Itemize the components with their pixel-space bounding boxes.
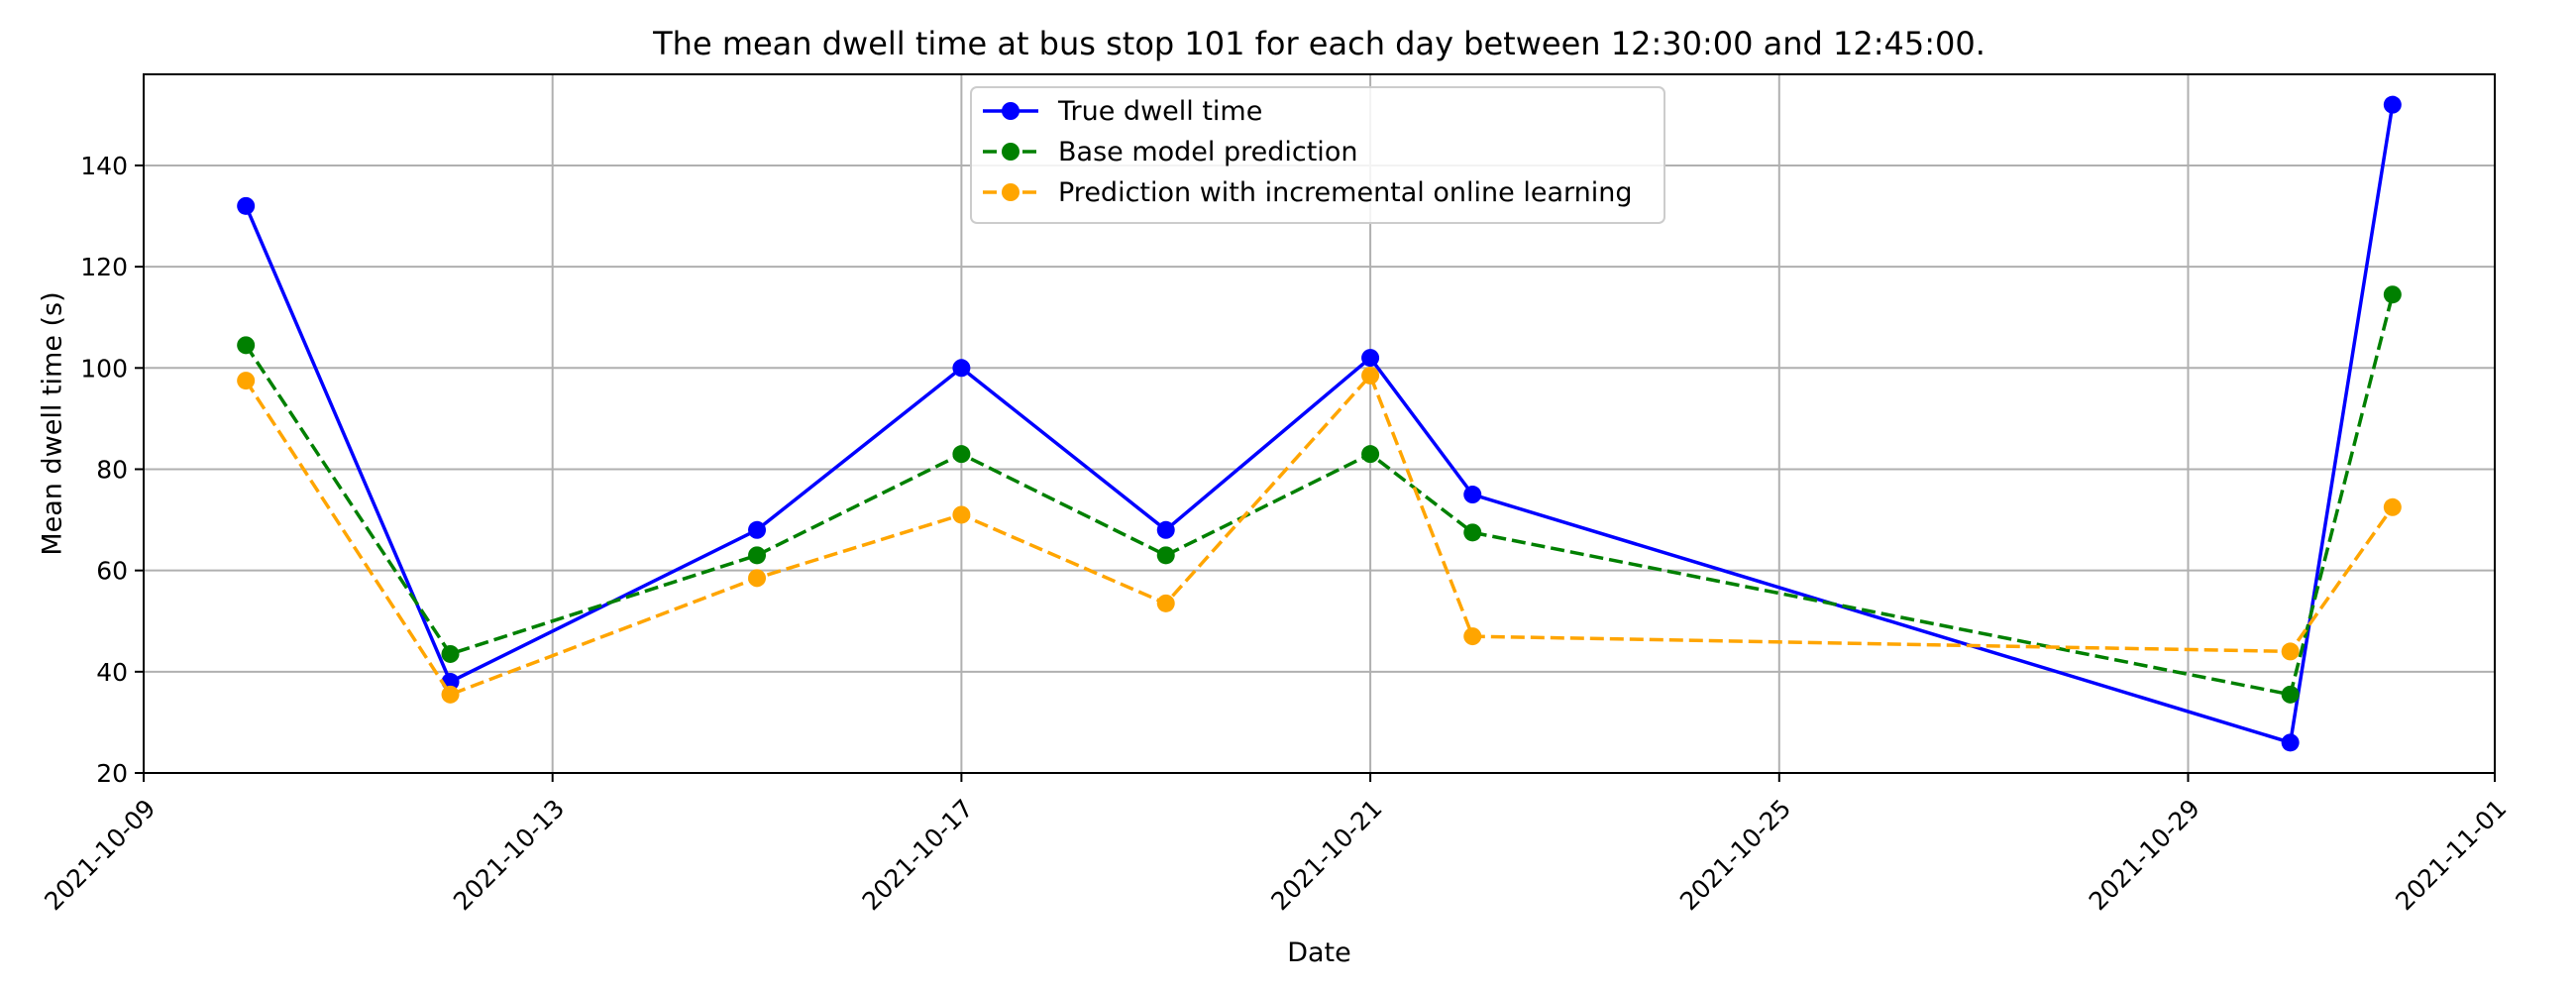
data-point	[1361, 445, 1380, 464]
y-tick-label: 140	[80, 152, 128, 180]
data-point	[2281, 642, 2300, 661]
series-1	[237, 95, 2402, 752]
data-point	[237, 372, 256, 390]
legend-marker	[1002, 143, 1020, 161]
data-point	[1463, 627, 1482, 646]
data-point	[2281, 733, 2300, 752]
series-2	[237, 285, 2402, 704]
series-3	[237, 366, 2402, 704]
legend-entry: True dwell time	[983, 96, 1262, 127]
y-tick-label: 20	[96, 759, 128, 788]
data-point	[748, 569, 767, 588]
data-point	[952, 359, 971, 378]
data-point	[237, 196, 256, 215]
data-point	[2383, 497, 2402, 516]
data-point	[748, 520, 767, 539]
data-point	[1156, 546, 1175, 565]
data-point	[441, 644, 460, 663]
y-axis-title: Mean dwell time (s)	[37, 291, 67, 555]
data-point	[1463, 523, 1482, 542]
series-line	[244, 293, 2395, 697]
data-point	[1361, 349, 1380, 368]
data-point	[237, 336, 256, 355]
legend-box	[970, 86, 1665, 224]
y-tick-label: 80	[96, 455, 128, 484]
y-tick-label: 120	[80, 253, 128, 281]
legend-label: Base model prediction	[1058, 137, 1357, 167]
plot-frame	[143, 73, 2496, 774]
data-point	[748, 546, 767, 565]
legend-entry: Prediction with incremental online learn…	[983, 177, 1633, 208]
data-point	[1361, 366, 1380, 385]
data-point	[441, 685, 460, 704]
legend-marker	[1002, 183, 1020, 201]
data-point	[952, 445, 971, 464]
data-point	[2281, 685, 2300, 704]
data-point	[1156, 594, 1175, 612]
series-layer	[237, 95, 2402, 752]
chart-title: The mean dwell time at bus stop 101 for …	[652, 25, 1986, 62]
y-tick-label: 60	[96, 557, 128, 586]
legend-entry: Base model prediction	[983, 137, 1357, 167]
data-point	[1463, 486, 1482, 504]
data-point	[2383, 285, 2402, 304]
legend-marker	[1002, 102, 1020, 120]
data-point	[2383, 95, 2402, 114]
x-axis-title: Date	[1287, 937, 1351, 968]
y-tick-label: 100	[80, 354, 128, 383]
y-tick-label: 40	[96, 658, 128, 687]
legend-label: Prediction with incremental online learn…	[1058, 177, 1633, 208]
legend-label: True dwell time	[1057, 96, 1262, 127]
legend: True dwell time Base model prediction Pred…	[970, 86, 1665, 224]
data-point	[952, 505, 971, 524]
data-point	[1156, 520, 1175, 539]
